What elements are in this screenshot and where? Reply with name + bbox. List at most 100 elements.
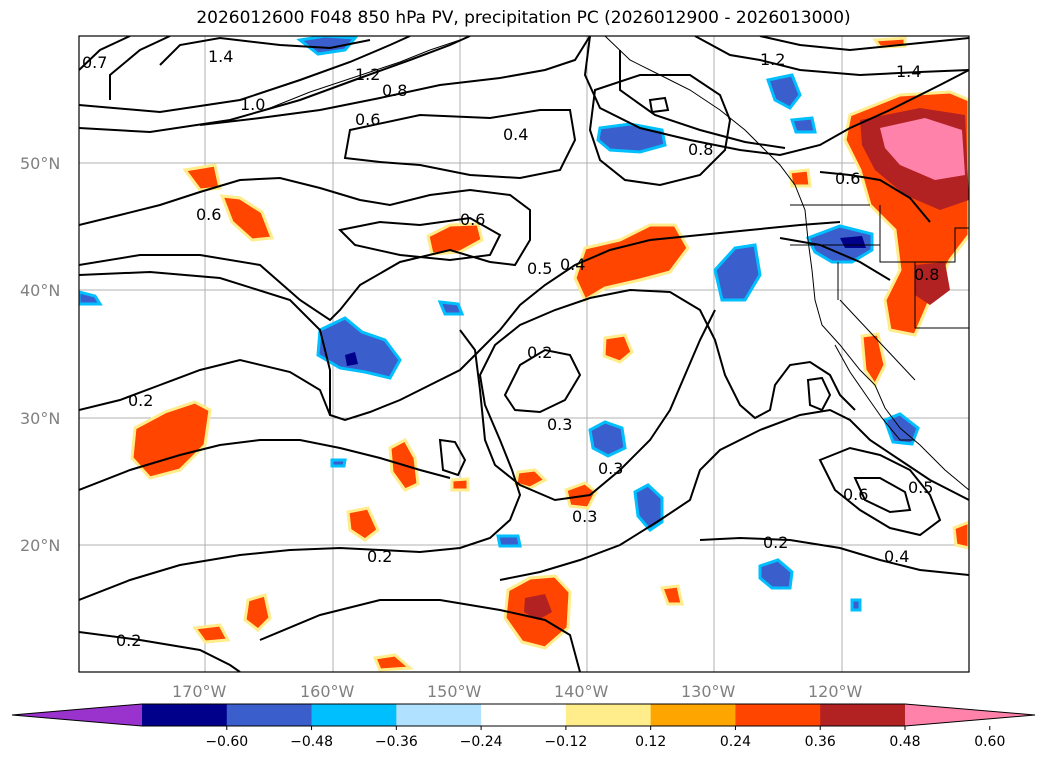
pv-contour — [588, 74, 732, 187]
positive-anomalies — [130, 36, 969, 672]
contour-label: 0.6 — [355, 110, 380, 129]
pv-contour — [79, 288, 856, 601]
precip-neg-3 — [805, 224, 874, 264]
precip-blob-5 — [602, 333, 634, 364]
lon-label: 130°W — [681, 682, 736, 701]
pv-contour — [343, 109, 577, 180]
contour-label: 0.6 — [460, 210, 485, 229]
precip-blob-3 — [182, 163, 222, 192]
colorbar-tick-label: 0.12 — [635, 734, 666, 750]
pv-contour — [818, 446, 942, 537]
precip-blob-ne-lower — [915, 262, 950, 305]
map-frame — [78, 35, 970, 673]
contour-label: 0.6 — [196, 205, 221, 224]
colorbar-segment — [735, 704, 821, 726]
contour-label: 0.5 — [908, 478, 933, 497]
pv-contour — [648, 96, 670, 114]
precip-blob-south-core — [524, 594, 552, 620]
lat-label: 40°N — [20, 281, 60, 300]
contour-label: 1.4 — [208, 47, 233, 66]
precip-blob-9 — [346, 506, 380, 542]
pv-contour — [694, 36, 969, 77]
precip-neg-1 — [316, 316, 402, 380]
contour-labels: 0.7 1.4 1.2 0.8 1.0 0.6 0.4 1.2 1.4 0.8 … — [82, 47, 939, 650]
precip-neg-2 — [713, 243, 762, 302]
colorbar-tick-label: 0.24 — [720, 734, 751, 750]
contour-label: 0.8 — [914, 265, 939, 284]
map-area — [79, 36, 969, 672]
pv-contour — [79, 631, 241, 672]
contour-label: 0.2 — [763, 533, 788, 552]
precip-blob-center — [573, 223, 690, 303]
plot-title: 2026012600 F048 850 hPa PV, precipitatio… — [196, 8, 851, 28]
contour-label: 0.2 — [128, 391, 153, 410]
pv-contour — [459, 309, 716, 502]
lat-label: 30°N — [20, 409, 60, 428]
colorbar-extend-min — [12, 704, 142, 726]
colorbar-tick-label: −0.36 — [375, 734, 418, 750]
contour-label: 0.4 — [560, 255, 585, 274]
precip-blob-16 — [788, 168, 812, 188]
colorbar-tick-label: −0.60 — [205, 734, 248, 750]
pv-contour — [503, 348, 582, 414]
lon-label: 160°W — [300, 682, 355, 701]
lat-label: 20°N — [20, 536, 60, 555]
negative-anomalies — [79, 36, 920, 612]
pv-contour — [759, 36, 969, 52]
precip-neg-11 — [437, 300, 465, 316]
contour-label: 0.6 — [843, 485, 868, 504]
contour-label: 0.3 — [547, 415, 572, 434]
precip-neg-14 — [789, 116, 817, 134]
pv-contour — [806, 376, 832, 412]
contour-label: 0.4 — [884, 547, 909, 566]
precip-neg-10 — [766, 73, 802, 110]
precip-blob-14 — [659, 584, 684, 606]
lon-label: 140°W — [554, 682, 609, 701]
pv-contour — [853, 477, 912, 514]
precip-neg-15 — [850, 598, 862, 612]
precip-blob-13 — [952, 520, 969, 550]
contour-label: 0.2 — [116, 631, 141, 650]
precip-neg-4 — [596, 122, 667, 154]
pv-contour — [337, 216, 502, 262]
pv-contour — [79, 439, 451, 491]
pv-contour — [699, 536, 969, 576]
precip-neg-16 — [330, 458, 347, 468]
pv-contour — [779, 237, 891, 281]
precip-blob-10 — [243, 593, 272, 632]
colorbar-segment — [396, 704, 482, 726]
lon-labels: 170°W 160°W 150°W 140°W 130°W 120°W — [172, 682, 863, 701]
coastlines — [229, 36, 969, 491]
contour-label: 1.2 — [760, 50, 785, 69]
colorbar-segment — [481, 704, 567, 726]
colorbar-tick-label: −0.48 — [290, 734, 333, 750]
lon-label: 170°W — [172, 682, 227, 701]
colorbar-tick-label: 0.36 — [805, 734, 836, 750]
contour-label: 0.7 — [82, 53, 107, 72]
contour-label: 0.8 — [688, 140, 713, 159]
pv-contour — [438, 438, 467, 477]
lat-labels: 50°N 40°N 30°N 20°N — [20, 154, 60, 555]
colorbar-tick-label: −0.12 — [544, 734, 587, 750]
precip-neg-12 — [79, 290, 103, 306]
pv-contours — [79, 36, 969, 672]
pv-contour — [79, 358, 331, 416]
contour-label: 0.8 — [382, 81, 407, 100]
state-borders — [790, 204, 969, 381]
contour-label: 1.4 — [896, 62, 921, 81]
colorbar-segment — [226, 704, 313, 726]
pv-contour — [79, 36, 131, 71]
colorbar-segment — [565, 704, 652, 726]
contour-label: 0.3 — [598, 459, 623, 478]
pv-contour — [499, 408, 969, 581]
lat-label: 50°N — [20, 154, 60, 173]
contour-label: 0.6 — [835, 169, 860, 188]
colorbar-outline — [11, 703, 1036, 727]
colorbar-tick-label: 0.60 — [974, 734, 1005, 750]
pv-contour — [79, 36, 471, 134]
precip-fills — [79, 36, 969, 672]
precip-neg-13 — [496, 534, 522, 548]
lon-label: 120°W — [808, 682, 863, 701]
colorbar-segment — [142, 704, 228, 726]
